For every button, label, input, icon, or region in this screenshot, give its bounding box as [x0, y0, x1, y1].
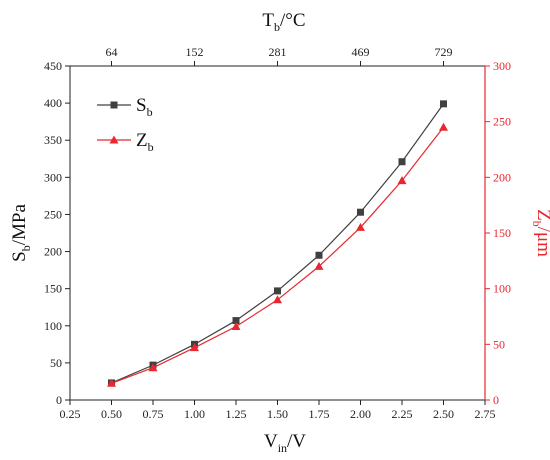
- left-y-tick-label: 250: [44, 207, 62, 221]
- left-y-tick-label: 100: [44, 319, 62, 333]
- series-line: [111, 126, 444, 384]
- right-y-axis-title: Zb/μm: [530, 209, 550, 257]
- x-tick-label: 1.25: [226, 407, 247, 421]
- x-tick-label: 2.75: [475, 407, 496, 421]
- series-layer: [107, 100, 448, 387]
- right-y-tick-label: 0: [493, 393, 499, 407]
- plot-frame: [69, 65, 486, 401]
- left-y-tick-label: 300: [44, 170, 62, 184]
- legend: Sb Zb: [97, 95, 154, 154]
- x-tick-label: 1.75: [309, 407, 330, 421]
- data-point: [397, 176, 407, 185]
- left-axis: 0 50 100 150 200 250 300 350 400 450: [44, 59, 70, 407]
- top-axis: 64 152 281 469 729: [106, 45, 453, 66]
- top-tick-label: 152: [186, 45, 204, 59]
- x-tick-label: 1.00: [184, 407, 205, 421]
- data-point: [398, 158, 406, 166]
- series-zb: [107, 122, 448, 387]
- bottom-axis: 0.25 0.50 0.75 1.00 1.25 1.50 1.75 2.00 2.25 2.50…: [60, 400, 496, 421]
- right-y-tick-label: 200: [493, 170, 511, 184]
- right-y-tick-label: 100: [493, 282, 511, 296]
- right-y-tick-label: 250: [493, 115, 511, 129]
- data-point: [357, 208, 364, 216]
- left-y-tick-label: 50: [50, 356, 62, 370]
- top-tick-label: 64: [106, 45, 118, 59]
- top-axis-title: Tb/°C: [262, 10, 305, 34]
- right-y-tick-label: 50: [493, 337, 505, 351]
- legend-marker: [109, 135, 119, 144]
- data-point: [107, 378, 116, 387]
- data-point: [356, 222, 365, 231]
- data-point: [439, 122, 448, 131]
- data-point: [190, 343, 199, 352]
- legend-item: Sb: [97, 95, 153, 119]
- legend-label: Zb: [136, 130, 154, 154]
- left-y-tick-label: 150: [44, 282, 62, 296]
- left-y-axis-title: Sb/MPa: [9, 204, 33, 262]
- left-y-tick-label: 0: [56, 393, 62, 407]
- x-axis-title: Vin/V: [264, 431, 306, 455]
- x-tick-label: 1.50: [267, 407, 288, 421]
- top-tick-label: 281: [269, 45, 287, 59]
- data-point: [315, 251, 323, 259]
- x-tick-label: 0.25: [60, 407, 81, 421]
- series-sb: [108, 100, 447, 387]
- left-y-tick-label: 200: [44, 245, 62, 259]
- left-y-tick-label: 400: [44, 96, 62, 110]
- legend-marker: [110, 101, 118, 109]
- top-tick-label: 469: [352, 45, 370, 59]
- right-axis: 0 50 100 150 200 250 300: [485, 59, 511, 407]
- left-y-tick-label: 350: [44, 133, 62, 147]
- right-y-tick-label: 150: [493, 226, 511, 240]
- data-point: [274, 287, 281, 295]
- data-point: [232, 317, 240, 325]
- legend-label: Sb: [136, 95, 153, 119]
- x-tick-label: 2.50: [433, 407, 454, 421]
- data-point: [273, 295, 282, 304]
- x-tick-label: 2.25: [392, 407, 413, 421]
- right-y-tick-label: 300: [493, 59, 511, 73]
- top-tick-label: 729: [435, 45, 453, 59]
- data-point: [314, 261, 324, 270]
- x-tick-label: 0.75: [143, 407, 164, 421]
- legend-item: Zb: [97, 130, 154, 154]
- x-tick-label: 2.00: [350, 407, 371, 421]
- data-point: [440, 100, 447, 108]
- series-line: [111, 103, 444, 384]
- data-point: [148, 363, 158, 372]
- data-point: [231, 322, 241, 331]
- left-y-tick-label: 450: [44, 59, 62, 73]
- x-tick-label: 0.50: [101, 407, 122, 421]
